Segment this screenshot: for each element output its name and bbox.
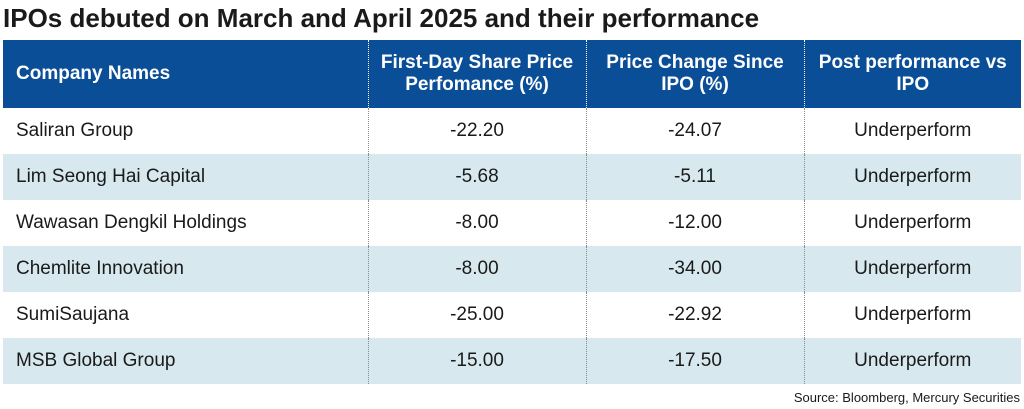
since-ipo-cell: -24.07 xyxy=(585,108,804,154)
column-header-since-ipo: Price Change Since IPO (%) xyxy=(585,40,804,108)
first-day-cell: -25.00 xyxy=(367,292,586,338)
table-row: Chemlite Innovation -8.00 -34.00 Underpe… xyxy=(3,246,1021,292)
post-performance-cell: Underperform xyxy=(803,108,1021,154)
since-ipo-cell: -22.92 xyxy=(585,292,804,338)
company-name-cell: SumiSaujana xyxy=(16,304,130,325)
page-title: IPOs debuted on March and April 2025 and… xyxy=(3,3,760,33)
post-performance-cell: Underperform xyxy=(803,246,1021,292)
since-ipo-cell: -34.00 xyxy=(585,246,804,292)
company-name-cell: Wawasan Dengkil Holdings xyxy=(16,212,247,233)
post-performance-cell: Underperform xyxy=(803,200,1021,246)
table-row: SumiSaujana -25.00 -22.92 Underperform xyxy=(3,292,1021,338)
since-ipo-cell: -17.50 xyxy=(585,338,804,384)
first-day-cell: -5.68 xyxy=(367,154,586,200)
first-day-cell: -15.00 xyxy=(367,338,586,384)
post-performance-cell: Underperform xyxy=(803,154,1021,200)
column-header-first-day: First-Day Share Price Perfomance (%) xyxy=(367,40,586,108)
table-row: Lim Seong Hai Capital -5.68 -5.11 Underp… xyxy=(3,154,1021,200)
company-name-cell: MSB Global Group xyxy=(3,338,368,384)
table-row: Wawasan Dengkil Holdings -8.00 -12.00 Un… xyxy=(3,200,1021,246)
column-header-post-performance: Post performance vs IPO xyxy=(803,40,1021,108)
post-performance-cell: Underperform xyxy=(803,292,1021,338)
company-name-cell: Chemlite Innovation xyxy=(3,246,368,292)
table-row: MSB Global Group -15.00 -17.50 Underperf… xyxy=(3,338,1021,384)
post-performance-cell: Underperform xyxy=(803,338,1021,384)
since-ipo-cell: -12.00 xyxy=(585,200,804,246)
first-day-cell: -8.00 xyxy=(367,246,586,292)
company-name-cell: Lim Seong Hai Capital xyxy=(3,154,368,200)
table-row: Saliran Group -22.20 -24.07 Underperform xyxy=(3,108,1021,154)
source-note: Source: Bloomberg, Mercury Securities xyxy=(793,390,1020,405)
table-header-row: Company Names First-Day Share Price Perf… xyxy=(3,40,1021,108)
first-day-cell: -8.00 xyxy=(367,200,586,246)
since-ipo-cell: -5.11 xyxy=(585,154,804,200)
company-name-cell: Saliran Group xyxy=(16,120,134,141)
column-header-company: Company Names xyxy=(3,40,368,108)
ipo-performance-table: Company Names First-Day Share Price Perf… xyxy=(3,40,1021,384)
first-day-cell: -22.20 xyxy=(367,108,586,154)
